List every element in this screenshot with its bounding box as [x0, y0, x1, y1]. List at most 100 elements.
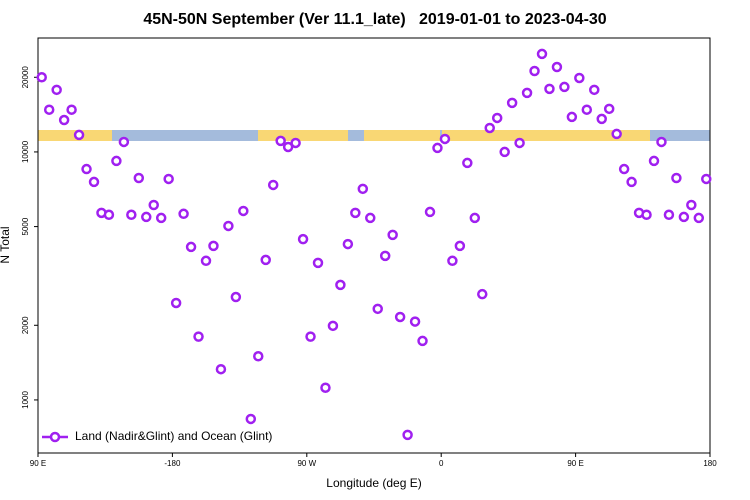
point: [514, 137, 525, 149]
point: [477, 288, 488, 300]
point: [141, 211, 152, 223]
y-tick-label: 10000: [21, 140, 30, 163]
point: [66, 104, 77, 115]
point: [290, 137, 301, 149]
point: [335, 279, 346, 291]
point: [372, 303, 383, 315]
point: [529, 65, 540, 77]
point: [536, 48, 548, 60]
point: [409, 316, 421, 327]
y-tick-label: 20000: [21, 66, 30, 89]
point: [312, 257, 324, 269]
point: [297, 233, 309, 245]
point: [656, 136, 667, 148]
point: [200, 255, 212, 267]
map-strip: [38, 130, 710, 141]
legend-label: Land (Nadir&Glint) and Ocean (Glint): [75, 429, 272, 443]
y-tick-label: 5000: [21, 217, 30, 235]
point: [693, 212, 705, 224]
point: [678, 211, 690, 223]
point: [230, 291, 242, 303]
point: [170, 297, 182, 309]
point: [43, 104, 55, 115]
point: [454, 240, 466, 252]
point: [111, 155, 122, 167]
point: [484, 122, 495, 134]
point: [245, 413, 257, 425]
point: [559, 81, 570, 93]
point: [253, 351, 264, 362]
point: [566, 111, 578, 123]
point: [618, 163, 630, 175]
point: [491, 112, 503, 124]
point: [439, 133, 451, 145]
x-tick-label: 90 W: [297, 459, 316, 468]
point: [81, 163, 92, 175]
point: [417, 335, 428, 347]
point: [424, 206, 436, 218]
point: [671, 172, 682, 184]
x-tick-label: 90 E: [567, 459, 583, 468]
point: [193, 331, 204, 342]
plot-frame: [37, 37, 711, 454]
point: [596, 113, 607, 125]
y-tick-label: 1000: [21, 390, 30, 408]
point: [611, 128, 622, 140]
point: [499, 146, 510, 158]
point: [103, 209, 115, 221]
point: [178, 208, 189, 220]
point: [342, 238, 354, 250]
point: [462, 157, 473, 169]
point: [118, 136, 130, 148]
point: [365, 212, 376, 224]
point: [402, 429, 413, 441]
chart-title: 45N-50N September (Ver 11.1_late) 2019-0…: [143, 11, 606, 28]
point: [208, 240, 219, 252]
y-tick-label: 2000: [21, 316, 30, 334]
point: [148, 199, 159, 211]
point: [574, 72, 585, 84]
point: [469, 212, 481, 224]
point: [648, 155, 660, 167]
point: [394, 311, 406, 323]
point: [305, 331, 316, 342]
point: [73, 129, 85, 141]
x-tick-label: 180: [703, 459, 717, 468]
point: [521, 87, 533, 99]
point: [155, 212, 167, 224]
point: [387, 229, 398, 241]
x-axis-label: Longitude (deg E): [326, 476, 421, 490]
point: [163, 173, 174, 185]
point: [350, 207, 361, 219]
point: [275, 135, 286, 147]
point: [51, 84, 62, 96]
point: [581, 104, 593, 115]
point: [551, 61, 563, 73]
point: [215, 363, 227, 375]
point: [506, 97, 518, 109]
point: [589, 84, 600, 96]
point: [357, 183, 369, 195]
point: [185, 241, 197, 253]
x-tick-label: -180: [164, 459, 181, 468]
point: [447, 255, 458, 267]
point: [88, 176, 100, 188]
point: [379, 250, 391, 262]
point: [686, 199, 697, 211]
y-axis-label: N Total: [0, 226, 12, 263]
point: [626, 176, 637, 188]
point: [260, 254, 271, 266]
point: [603, 103, 615, 115]
point: [238, 205, 249, 217]
x-tick-label: 0: [439, 459, 444, 468]
point: [663, 209, 675, 221]
point: [133, 172, 145, 184]
point: [126, 209, 137, 221]
point: [267, 179, 279, 191]
point: [641, 209, 652, 221]
point: [36, 72, 47, 83]
point: [544, 83, 555, 95]
point: [320, 382, 331, 393]
point: [432, 142, 443, 154]
